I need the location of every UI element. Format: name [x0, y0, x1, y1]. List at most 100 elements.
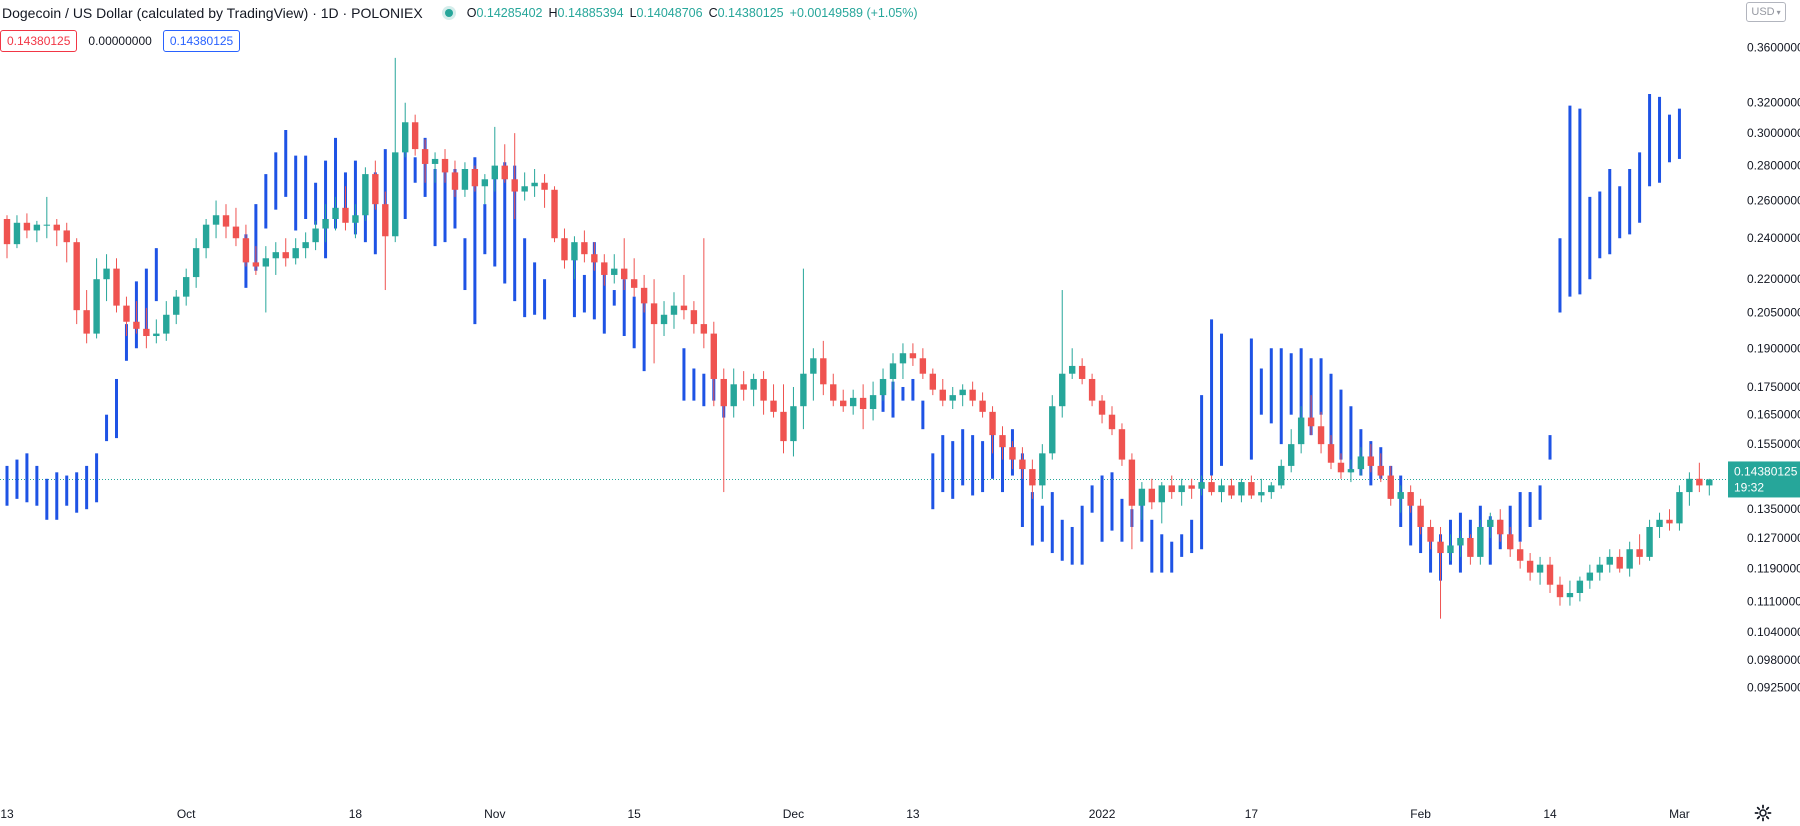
candle: [1278, 459, 1285, 489]
price-axis[interactable]: 0.36000000 0.32000000 0.30000000 0.28000000…: [1747, 40, 1800, 694]
indicator-value-blue[interactable]: 0.14380125: [162, 30, 241, 52]
currency-dropdown[interactable]: USD ▾: [1746, 2, 1786, 22]
candle-body: [1596, 564, 1603, 573]
candle-body: [1636, 549, 1643, 557]
candle-body: [1676, 492, 1683, 524]
candle: [1068, 348, 1076, 379]
candle-body: [1347, 469, 1355, 473]
candle-body: [133, 321, 140, 329]
candle: [481, 174, 489, 205]
candle-body: [372, 174, 379, 205]
candle-body: [1268, 485, 1275, 493]
y-tick-label: 0.16500000: [1747, 408, 1800, 422]
candle: [1516, 541, 1524, 569]
candle-body: [611, 268, 618, 275]
candle-body: [999, 435, 1006, 448]
candle: [1168, 475, 1175, 499]
candle-body: [3, 218, 11, 245]
candle: [1497, 509, 1504, 542]
y-tick-label: 0.09250000: [1747, 680, 1800, 694]
candle: [1566, 580, 1574, 606]
indicator-values: 0.14380125 0.00000000 0.14380125: [0, 30, 241, 52]
indicator-value-red[interactable]: 0.14380125: [0, 30, 78, 52]
candle-body: [252, 262, 260, 267]
candle: [1467, 534, 1474, 565]
candle: [23, 213, 31, 239]
gear-icon[interactable]: [1754, 804, 1772, 822]
candle-body: [1407, 492, 1414, 506]
candle-body: [1297, 417, 1305, 445]
candle-body: [73, 242, 80, 311]
candle: [1347, 459, 1355, 483]
candle: [730, 368, 737, 418]
price-badge: 0.14380125 19:32: [1728, 461, 1800, 498]
candle: [790, 386, 797, 457]
y-tick-label: 0.15500000: [1747, 437, 1800, 451]
symbol-title[interactable]: Dogecoin / US Dollar (calculated by Trad…: [2, 5, 423, 21]
candle: [869, 381, 877, 421]
candles: [3, 57, 1713, 619]
candle-body: [750, 378, 757, 390]
candle: [33, 220, 41, 243]
candle-body: [1566, 592, 1574, 598]
candle: [1108, 406, 1116, 436]
candle-body: [322, 218, 329, 229]
candle-body: [332, 207, 339, 219]
candle-body: [840, 400, 847, 407]
open-label: O: [466, 6, 477, 20]
candle: [1686, 472, 1693, 506]
candle-body: [1307, 417, 1315, 427]
candle-body: [1686, 478, 1693, 493]
candle-body: [1158, 485, 1165, 503]
time-axis[interactable]: 13Oct18Nov15Dec13202217Feb14Mar14Apr18: [0, 807, 1800, 821]
candle-body: [382, 204, 389, 237]
candle-body: [810, 358, 817, 374]
candle-body: [660, 314, 668, 325]
candle: [511, 133, 518, 219]
high-value: 0.14885394: [557, 6, 624, 20]
currency-label: USD: [1751, 6, 1775, 18]
candle-body: [1327, 444, 1335, 463]
candle-body: [1367, 456, 1375, 466]
candle: [1248, 475, 1255, 499]
price-badge-countdown: 19:32: [1734, 480, 1764, 494]
y-tick-label: 0.10400000: [1747, 625, 1800, 639]
candle: [849, 389, 857, 415]
candle-body: [1029, 469, 1036, 486]
candle: [143, 307, 150, 349]
candle-body: [690, 310, 698, 325]
candle-body: [929, 373, 937, 390]
candle-body: [232, 226, 240, 239]
candle: [242, 224, 250, 267]
x-tick-label: 13: [0, 807, 14, 821]
candle: [780, 384, 787, 454]
candle: [830, 373, 837, 407]
candle: [1337, 453, 1345, 479]
candle: [660, 301, 668, 337]
candle-body: [1337, 462, 1345, 473]
y-tick-label: 0.26000000: [1747, 194, 1800, 208]
candle: [1268, 482, 1275, 499]
candle-body: [1188, 485, 1195, 489]
candle-body: [1039, 453, 1046, 486]
candle-body: [222, 215, 230, 227]
candle-body: [760, 378, 767, 401]
candle-body: [571, 242, 578, 261]
candle: [889, 353, 897, 390]
candle-body: [1546, 564, 1554, 585]
candle: [43, 196, 51, 239]
candle: [153, 319, 160, 344]
candle: [431, 152, 439, 183]
chevron-down-icon: ▾: [1776, 7, 1781, 17]
candle-body: [212, 215, 220, 225]
candle: [382, 191, 389, 291]
candle-body: [302, 242, 309, 249]
candle-body: [471, 168, 479, 187]
candle: [740, 371, 747, 401]
overlay-series: [5, 93, 1681, 581]
candle: [1228, 478, 1235, 499]
candle-body: [551, 189, 558, 239]
candle: [601, 254, 608, 286]
candle-body: [1447, 545, 1454, 554]
